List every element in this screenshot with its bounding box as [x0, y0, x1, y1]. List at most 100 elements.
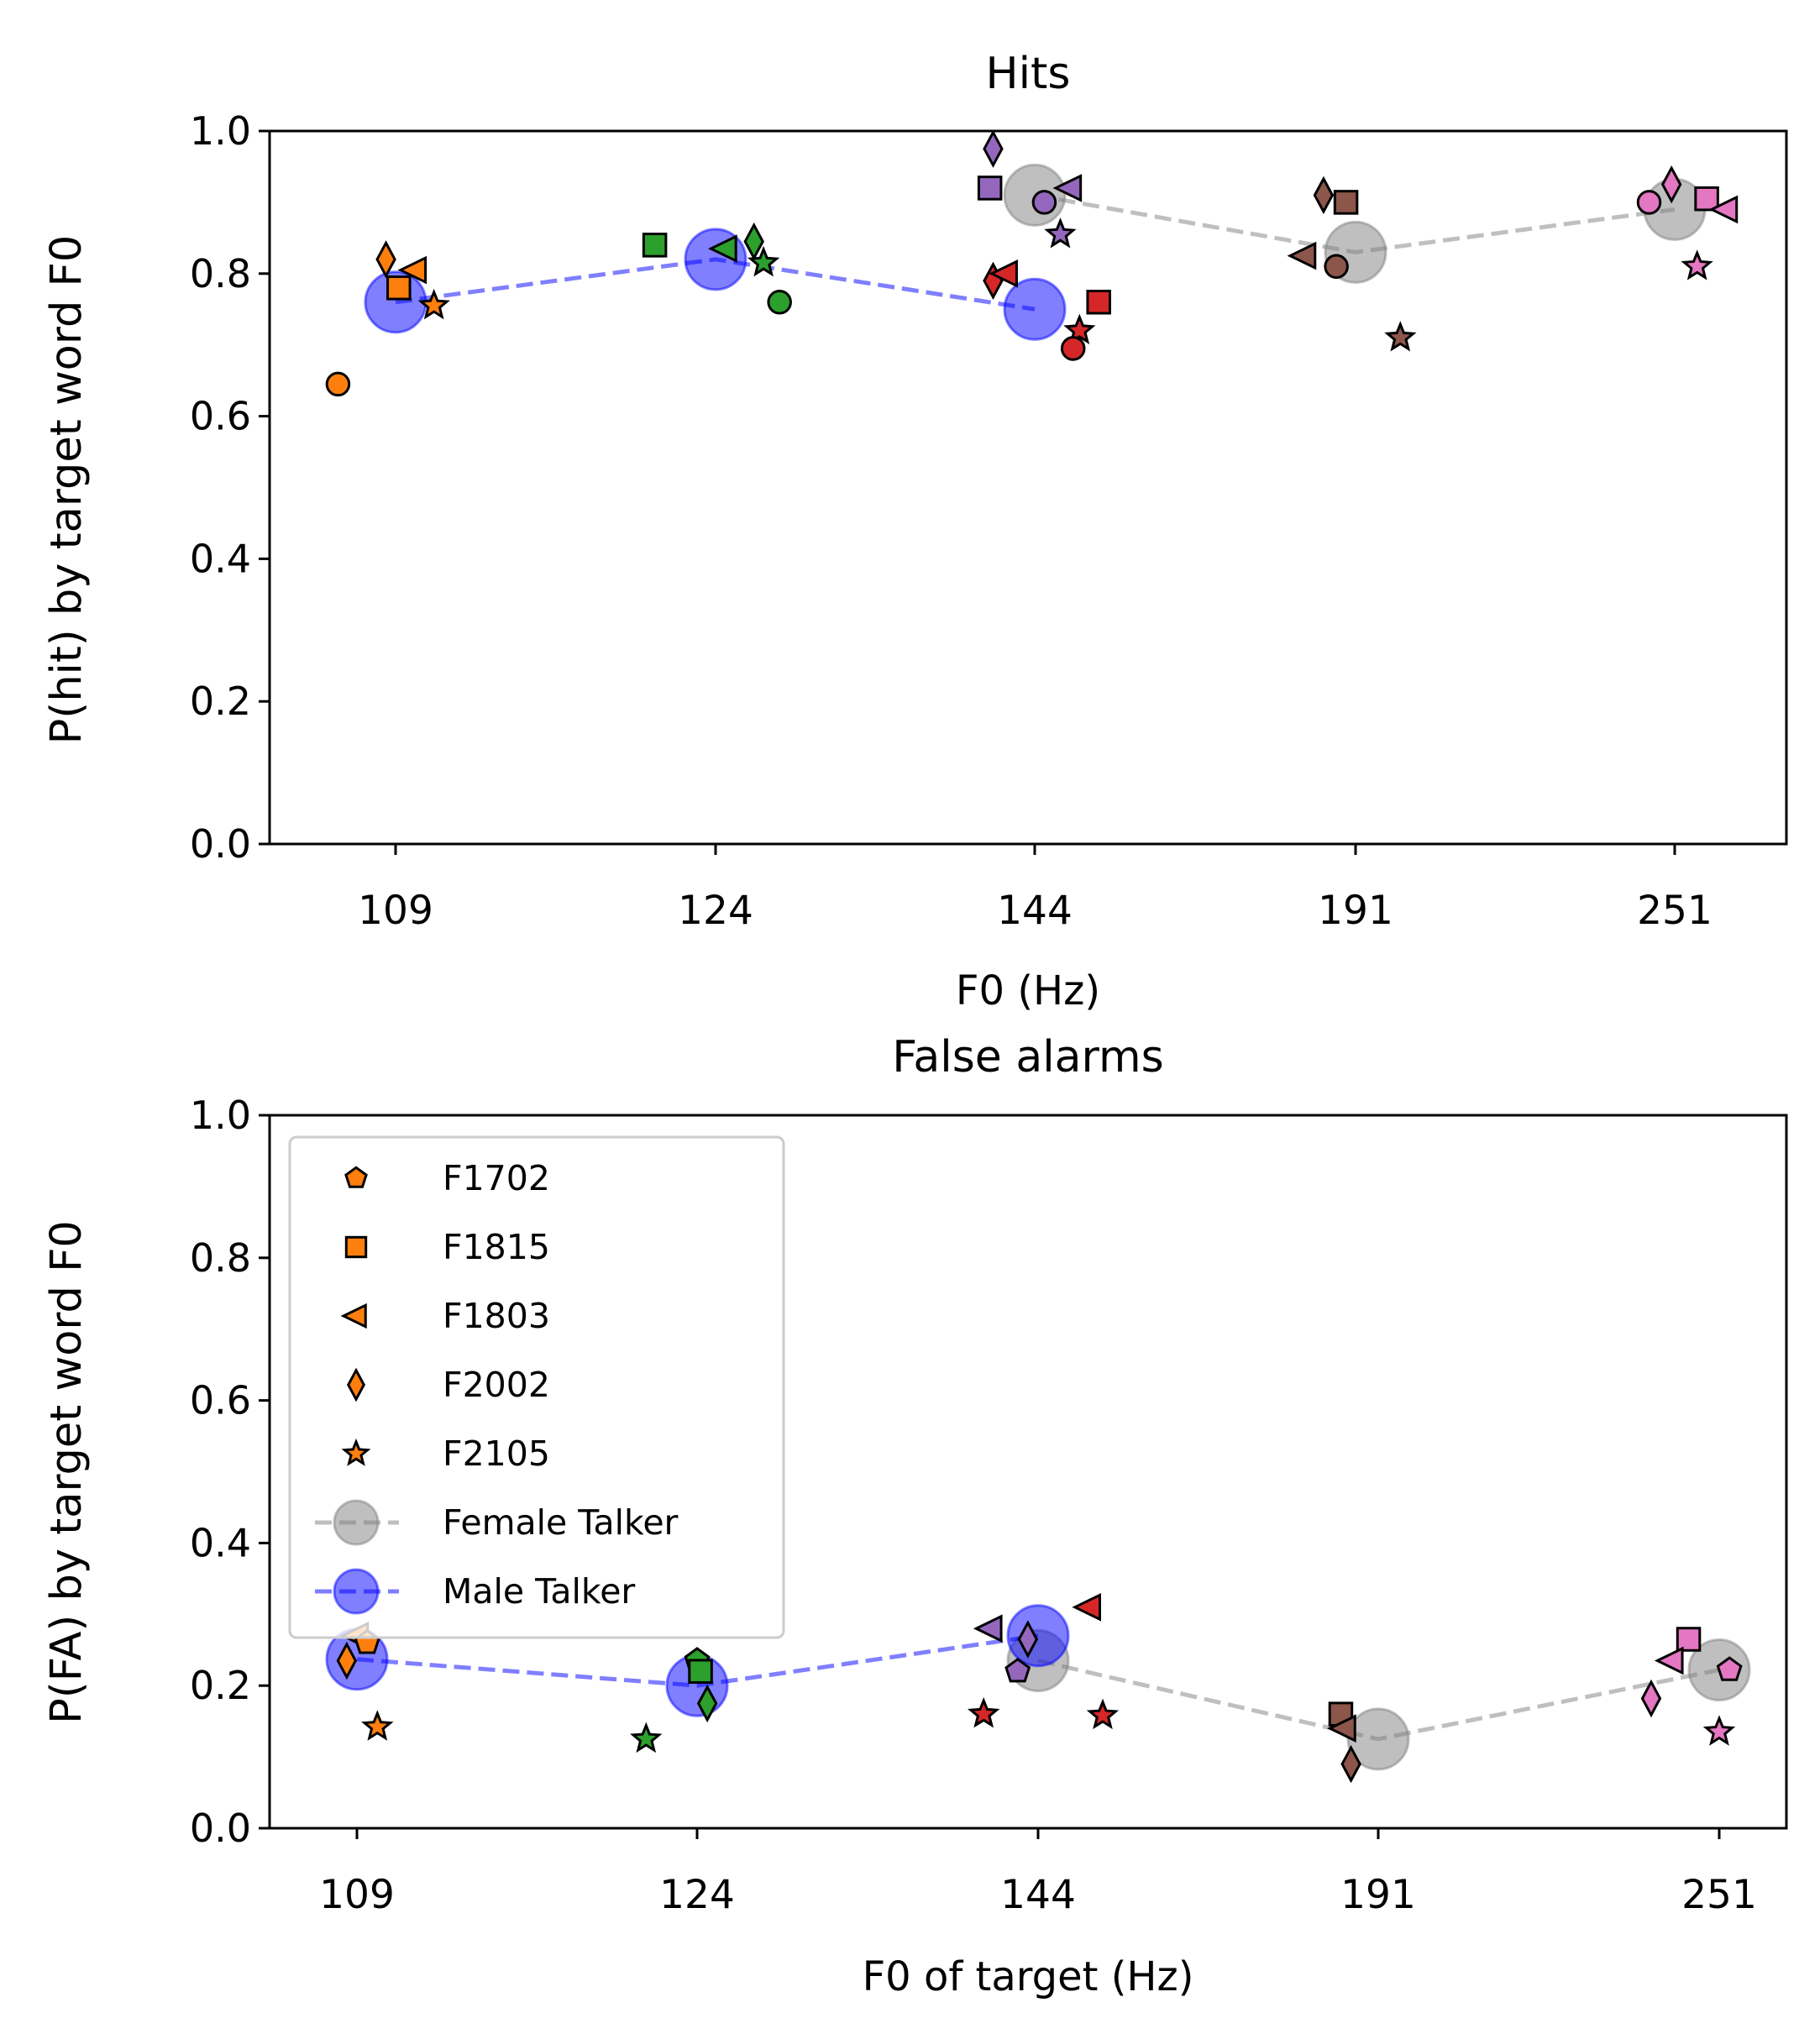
listener-point	[336, 1641, 358, 1680]
legend-label: F2105	[443, 1434, 550, 1474]
listener-point	[1340, 1744, 1361, 1784]
legend-label: F1702	[443, 1158, 550, 1198]
legend-box	[288, 1135, 785, 1639]
listener-point	[1327, 1714, 1356, 1743]
legend-marker	[344, 1235, 368, 1259]
listener-point	[1017, 1620, 1039, 1659]
hits-title: Hits	[985, 49, 1070, 99]
y-tick-label: 0.0	[190, 821, 251, 867]
false-alarms-x-axis-label: F0 of target (Hz)	[863, 1953, 1194, 2000]
y-tick-label: 0.2	[190, 679, 251, 724]
listener-point	[1333, 190, 1359, 215]
listener-point	[967, 1696, 1000, 1728]
listener-point	[1708, 195, 1739, 224]
listener-point	[1052, 174, 1083, 202]
x-tick-label: 191	[1318, 888, 1393, 934]
listener-point	[989, 259, 1018, 288]
x-tick-label: 251	[1637, 888, 1712, 934]
listener-point	[1060, 336, 1086, 361]
legend-marker	[341, 1438, 371, 1466]
y-tick-label: 0.6	[190, 394, 251, 439]
y-tick-label: 0.4	[190, 536, 251, 581]
legend-marker	[333, 1499, 380, 1546]
listener-point	[1676, 1627, 1702, 1652]
listener-point	[688, 1659, 713, 1684]
false-alarms-ticks: 0.0 0.2 0.4 0.6 0.8 1.0 109 124 144 191 251	[190, 1093, 1757, 1918]
talker-mean-point	[1003, 277, 1067, 341]
legend-label: Female Talker	[443, 1502, 679, 1543]
hits-x-axis-label: F0 (Hz)	[956, 967, 1100, 1014]
legend: F1702 F1815 F1803 F2002 F2105 Female Talker Ma…	[288, 1135, 785, 1639]
hits-axes-frame	[268, 129, 1788, 846]
listener-point	[1086, 1698, 1120, 1730]
listener-point	[1660, 165, 1682, 204]
listener-point	[1004, 1657, 1031, 1683]
talker-mean-point	[1006, 1604, 1070, 1668]
false-alarms-title: False alarms	[892, 1032, 1163, 1082]
false-alarms-axes-frame	[268, 1114, 1788, 1830]
listener-point	[1681, 249, 1713, 280]
y-tick-label: 1.0	[190, 108, 251, 154]
x-tick-label: 124	[659, 1872, 735, 1918]
listener-point	[707, 234, 737, 263]
listener-point	[386, 275, 412, 301]
listener-point	[1654, 1646, 1684, 1675]
legend-label: F2002	[443, 1365, 550, 1405]
x-tick-label: 144	[1000, 1872, 1076, 1918]
legend-label: Male Talker	[443, 1571, 635, 1612]
y-tick-label: 0.0	[190, 1806, 251, 1851]
y-tick-label: 0.8	[190, 251, 251, 296]
listener-point	[1636, 190, 1662, 215]
x-tick-label: 109	[319, 1872, 395, 1918]
legend-marker	[333, 1568, 380, 1615]
y-tick-label: 0.6	[190, 1378, 251, 1423]
listener-point	[973, 1614, 1003, 1643]
false-alarms-y-axis-label: P(FA) by target word F0	[42, 1220, 92, 1724]
listener-point	[642, 233, 668, 258]
false-alarms-talker-means	[325, 1604, 1751, 1771]
listener-point	[1031, 190, 1057, 215]
x-tick-label: 191	[1340, 1872, 1416, 1918]
listener-point	[361, 1710, 394, 1741]
hits-y-axis-label: P(hit) by target word F0	[42, 235, 92, 745]
listener-point	[1640, 1679, 1662, 1718]
listener-point	[1716, 1656, 1743, 1681]
listener-point	[1063, 313, 1096, 345]
listener-point	[983, 129, 1004, 168]
hits-panel: Hits P(hit) by target word F0 F0 (Hz) 0.…	[42, 49, 1788, 1014]
listener-point	[1072, 1592, 1101, 1622]
listener-point	[325, 371, 351, 397]
x-tick-label: 144	[997, 888, 1073, 934]
y-tick-label: 1.0	[190, 1093, 251, 1138]
listener-point	[1313, 176, 1335, 215]
listener-point	[977, 176, 1003, 201]
listener-point	[1694, 186, 1719, 212]
listener-point	[1384, 321, 1417, 352]
legend-label: F1815	[443, 1227, 550, 1267]
legend-marker	[340, 1303, 367, 1329]
y-tick-label: 0.2	[190, 1663, 251, 1708]
legend-marker	[344, 1166, 368, 1188]
x-tick-label: 251	[1681, 1872, 1757, 1918]
listener-point	[767, 290, 792, 315]
y-tick-label: 0.4	[190, 1520, 251, 1565]
listener-point	[743, 222, 764, 261]
listener-point	[1044, 218, 1077, 249]
hits-listener-points	[325, 129, 1739, 397]
hits-talker-means	[364, 163, 1707, 341]
listener-point	[747, 245, 780, 277]
legend-marker	[346, 1367, 366, 1402]
x-tick-label: 124	[678, 888, 753, 934]
listener-point	[397, 255, 427, 285]
false-alarms-panel: False alarms P(FA) by target word F0 F0 …	[42, 1032, 1788, 2000]
legend-label: F1803	[443, 1296, 550, 1336]
listener-point	[1086, 290, 1111, 315]
listener-point	[1702, 1715, 1736, 1746]
listener-point	[1324, 254, 1349, 280]
listener-point	[696, 1684, 718, 1723]
hits-ticks: 0.0 0.2 0.4 0.6 0.8 1.0 109 124 144 191 251	[190, 108, 1712, 934]
talker-mean-point	[1346, 1707, 1410, 1771]
listener-point	[417, 288, 450, 320]
listener-point	[375, 240, 396, 279]
